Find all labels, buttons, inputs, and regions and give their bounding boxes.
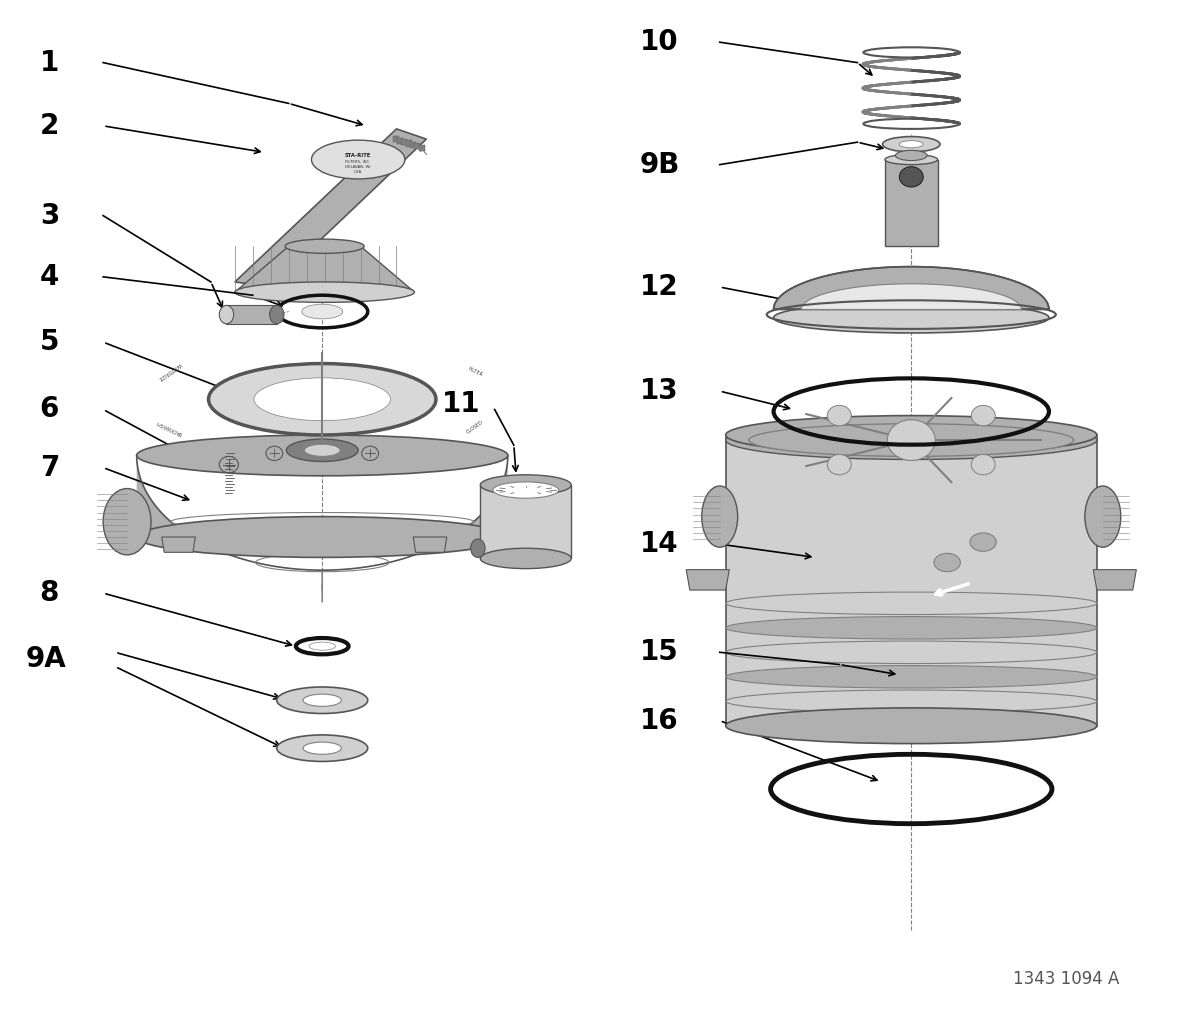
- Text: 1343 1094 A: 1343 1094 A: [1013, 970, 1120, 988]
- Ellipse shape: [235, 282, 414, 303]
- Text: 16: 16: [640, 707, 678, 735]
- Text: 1: 1: [40, 49, 59, 77]
- Ellipse shape: [266, 446, 283, 460]
- Ellipse shape: [304, 695, 342, 706]
- Text: 12: 12: [640, 273, 678, 301]
- Text: FILTER: FILTER: [467, 366, 484, 377]
- Ellipse shape: [304, 742, 342, 754]
- Text: DELAVAN, WI: DELAVAN, WI: [346, 165, 371, 169]
- Polygon shape: [726, 435, 1097, 725]
- Circle shape: [971, 454, 995, 475]
- Polygon shape: [227, 306, 277, 323]
- Ellipse shape: [286, 239, 364, 254]
- Polygon shape: [802, 283, 1021, 310]
- Ellipse shape: [749, 424, 1074, 456]
- Ellipse shape: [301, 304, 343, 319]
- Ellipse shape: [702, 486, 738, 547]
- Ellipse shape: [726, 617, 1097, 639]
- Text: 7: 7: [40, 453, 59, 482]
- Ellipse shape: [884, 154, 937, 165]
- Ellipse shape: [726, 691, 1097, 712]
- Ellipse shape: [270, 306, 284, 323]
- Ellipse shape: [305, 444, 341, 456]
- Ellipse shape: [259, 380, 385, 418]
- Text: 14: 14: [640, 530, 678, 559]
- Text: 5: 5: [40, 328, 59, 356]
- Ellipse shape: [361, 446, 378, 460]
- Ellipse shape: [312, 140, 404, 179]
- Polygon shape: [410, 142, 416, 148]
- Ellipse shape: [103, 489, 151, 554]
- Text: 3: 3: [40, 202, 59, 229]
- Polygon shape: [235, 247, 414, 293]
- Polygon shape: [414, 143, 420, 149]
- Ellipse shape: [934, 553, 960, 572]
- Circle shape: [971, 405, 995, 426]
- Ellipse shape: [220, 306, 234, 323]
- Text: STA-RITE: STA-RITE: [344, 153, 371, 158]
- Polygon shape: [406, 140, 412, 146]
- Text: 11: 11: [442, 391, 480, 418]
- Polygon shape: [1093, 570, 1136, 590]
- Ellipse shape: [726, 415, 1097, 454]
- Text: 10: 10: [640, 29, 678, 56]
- Circle shape: [887, 419, 935, 460]
- Ellipse shape: [480, 475, 571, 495]
- Polygon shape: [480, 485, 571, 559]
- Text: BACKWASH: BACKWASH: [156, 418, 184, 435]
- Text: 2: 2: [40, 112, 59, 140]
- Ellipse shape: [970, 533, 996, 551]
- Ellipse shape: [493, 482, 559, 498]
- Circle shape: [899, 167, 923, 187]
- Ellipse shape: [277, 735, 367, 761]
- Polygon shape: [235, 129, 426, 287]
- Ellipse shape: [899, 140, 923, 147]
- Text: WINTERIZE: WINTERIZE: [157, 362, 182, 382]
- Ellipse shape: [895, 150, 928, 161]
- Ellipse shape: [1085, 486, 1121, 547]
- Polygon shape: [402, 139, 408, 145]
- Polygon shape: [413, 537, 446, 552]
- Ellipse shape: [209, 363, 436, 435]
- Ellipse shape: [470, 539, 485, 558]
- Ellipse shape: [882, 136, 940, 151]
- Ellipse shape: [726, 592, 1097, 615]
- Text: CLOSED: CLOSED: [466, 419, 485, 435]
- Ellipse shape: [220, 456, 239, 473]
- Ellipse shape: [726, 708, 1097, 744]
- Polygon shape: [162, 537, 196, 552]
- Text: 6: 6: [40, 396, 59, 424]
- Text: USA: USA: [354, 170, 362, 174]
- Circle shape: [827, 405, 851, 426]
- Polygon shape: [686, 570, 730, 590]
- Ellipse shape: [254, 377, 390, 420]
- Text: 9B: 9B: [640, 150, 680, 179]
- Text: 4: 4: [40, 263, 59, 291]
- Ellipse shape: [480, 548, 571, 569]
- Ellipse shape: [137, 435, 508, 476]
- Ellipse shape: [726, 420, 1097, 459]
- Ellipse shape: [310, 642, 336, 651]
- Ellipse shape: [774, 303, 1049, 332]
- Ellipse shape: [726, 641, 1097, 664]
- Ellipse shape: [726, 666, 1097, 688]
- Text: 13: 13: [640, 377, 678, 405]
- Polygon shape: [397, 137, 403, 143]
- Text: FILTERS, INC.: FILTERS, INC.: [346, 160, 371, 164]
- Text: 9A: 9A: [25, 646, 66, 673]
- Polygon shape: [419, 145, 425, 151]
- Ellipse shape: [137, 517, 508, 558]
- Polygon shape: [884, 160, 937, 247]
- Ellipse shape: [277, 687, 367, 713]
- Polygon shape: [392, 136, 398, 142]
- Text: 15: 15: [640, 638, 678, 666]
- Ellipse shape: [287, 439, 358, 461]
- Polygon shape: [774, 267, 1049, 310]
- Circle shape: [827, 454, 851, 475]
- Text: 8: 8: [40, 579, 59, 607]
